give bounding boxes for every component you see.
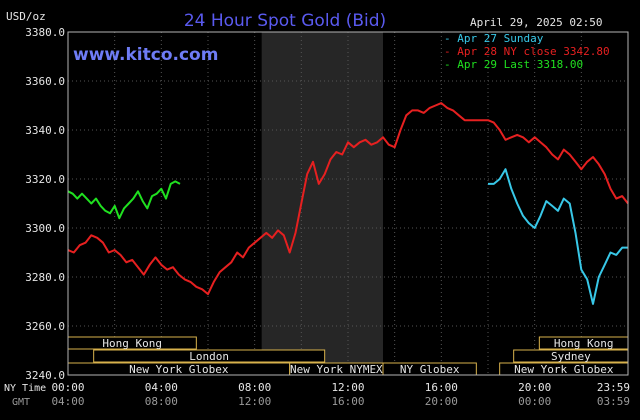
- x-tick-label-ny: 00:00: [51, 381, 84, 394]
- series-line: [488, 168, 628, 305]
- y-unit-label: USD/oz: [6, 10, 46, 23]
- y-tick-label: 3300.0: [25, 222, 65, 235]
- x-tick-label-gmt: 00:00: [518, 395, 551, 408]
- session-label: New York Globex: [129, 363, 229, 376]
- x-tick-label-ny: 20:00: [518, 381, 551, 394]
- x-tick-label-gmt: 16:00: [331, 395, 364, 408]
- x-tick-label-ny: 04:00: [145, 381, 178, 394]
- chart-title: 24 Hour Spot Gold (Bid): [184, 11, 386, 31]
- series-line: [67, 180, 181, 220]
- x-tick-label-gmt: 08:00: [145, 395, 178, 408]
- session-label: New York Globex: [514, 363, 614, 376]
- x-tick-label-ny: 16:00: [425, 381, 458, 394]
- session-box: [93, 349, 326, 363]
- x-tick-label-ny: 12:00: [331, 381, 364, 394]
- x-tick-label-gmt: 04:00: [51, 395, 84, 408]
- gmt-label: GMT: [12, 397, 30, 408]
- x-tick-label-ny: 08:00: [238, 381, 271, 394]
- legend-entry: - Apr 27 Sunday: [444, 32, 544, 45]
- session-label: Hong Kong: [102, 337, 162, 350]
- x-tick-label-ny: 23:59: [597, 381, 630, 394]
- legend: - Apr 27 Sunday- Apr 28 NY close 3342.80…: [444, 32, 610, 71]
- session-label: NY Globex: [400, 363, 460, 376]
- session-label: Sydney: [551, 350, 591, 363]
- session-label: London: [189, 350, 229, 363]
- session-label: Hong Kong: [554, 337, 614, 350]
- y-tick-label: 3260.0: [25, 320, 65, 333]
- session-label: New York NYMEX: [290, 363, 383, 376]
- watermark: www.kitco.com: [73, 45, 218, 65]
- plot-frame: [67, 31, 629, 376]
- x-tick-label-gmt: 20:00: [425, 395, 458, 408]
- ny-time-label: NY Time: [4, 383, 46, 394]
- series-line: [67, 102, 629, 296]
- timestamp: April 29, 2025 02:50: [470, 16, 602, 29]
- y-tick-label: 3380.0: [25, 26, 65, 39]
- shade-layer: [261, 32, 383, 375]
- series-layer: [67, 102, 629, 305]
- x-tick-label-gmt: 12:00: [238, 395, 271, 408]
- y-tick-label: 3340.0: [25, 124, 65, 137]
- legend-entry: - Apr 28 NY close 3342.80: [444, 45, 610, 58]
- y-tick-label: 3360.0: [25, 75, 65, 88]
- shaded-session-band: [261, 32, 383, 375]
- x-axis-ticks: 00:0004:0004:0008:0008:0012:0012:0016:00…: [51, 381, 630, 408]
- y-tick-label: 3240.0: [25, 369, 65, 382]
- x-tick-label-gmt: 03:59: [597, 395, 630, 408]
- y-tick-label: 3320.0: [25, 173, 65, 186]
- legend-entry: - Apr 29 Last 3318.00: [444, 58, 583, 71]
- y-axis-ticks: 3380.0 3360.0 3340.0 3320.0 3300.0 3280.0 3260…: [25, 26, 65, 382]
- y-tick-label: 3280.0: [25, 271, 65, 284]
